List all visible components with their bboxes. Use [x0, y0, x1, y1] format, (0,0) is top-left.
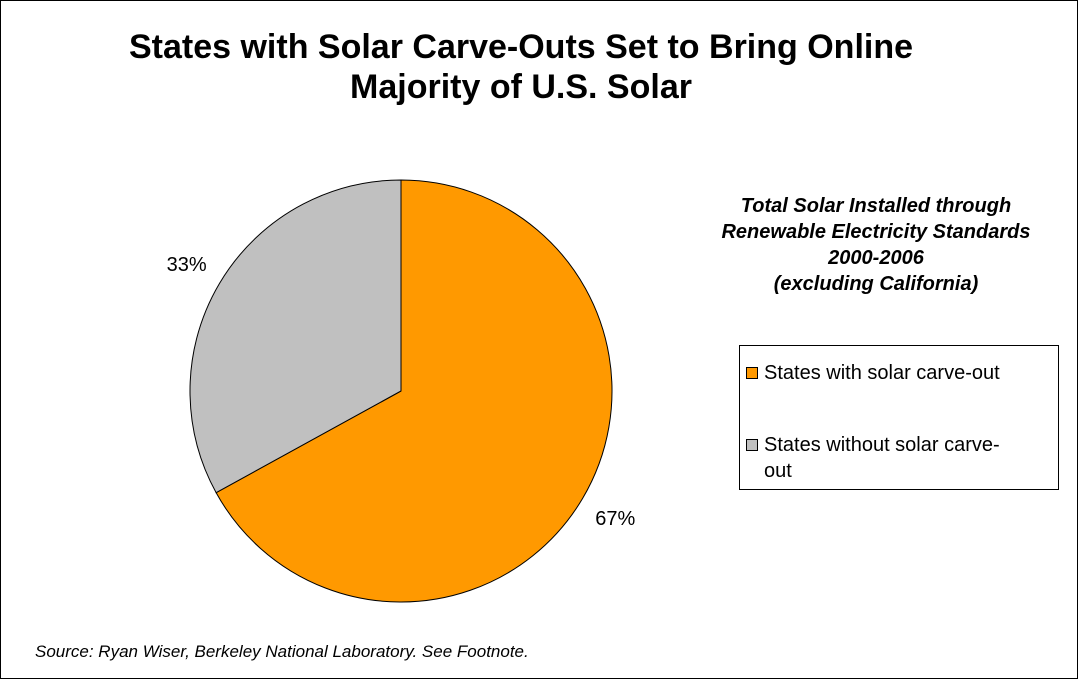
legend-label-line: out [764, 460, 792, 482]
legend: States with solar carve-out States witho… [739, 345, 1059, 490]
pie-slice-label: 33% [167, 254, 207, 276]
pie-slice-with-carve-out [215, 179, 613, 603]
legend-label: States with solar carve-out [764, 360, 1049, 386]
chart-subtitle: Total Solar Installed through Renewable … [691, 193, 1061, 297]
subtitle-line-4: (excluding California) [773, 273, 979, 295]
subtitle-line-1: Total Solar Installed through [740, 195, 1012, 217]
chart-title-line-1: States with Solar Carve-Outs Set to Brin… [128, 28, 914, 66]
pie-slice-without-carve-out [189, 179, 402, 494]
legend-label-line: States with solar carve-out [764, 362, 1000, 384]
source-note: Source: Ryan Wiser, Berkeley National La… [35, 642, 529, 661]
legend-label: States without solar carve- out [764, 432, 1049, 484]
subtitle-line-3: 2000-2006 [828, 247, 924, 269]
legend-swatch-orange [746, 367, 758, 379]
chart-title: States with Solar Carve-Outs Set to Brin… [1, 27, 1041, 107]
legend-label-line: States without solar carve- [764, 434, 1000, 456]
pie-slice-label: 67% [595, 508, 635, 530]
chart-title-line-2: Majority of U.S. Solar [350, 68, 692, 106]
subtitle-line-2: Renewable Electricity Standards [721, 221, 1031, 243]
legend-swatch-gray [746, 439, 758, 451]
